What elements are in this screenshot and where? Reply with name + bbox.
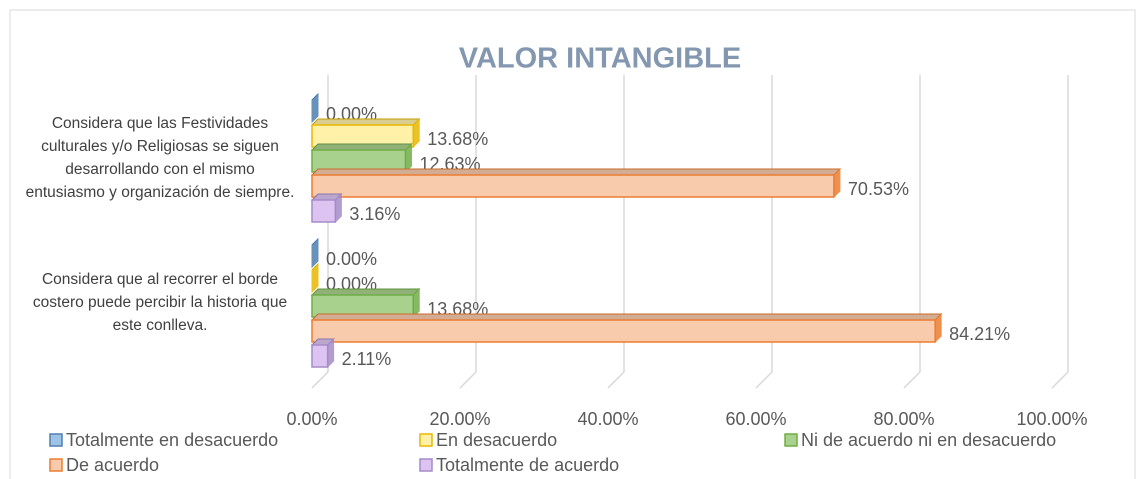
- chart-border: [9, 9, 1136, 479]
- grid-line: [903, 75, 921, 389]
- value-label: 3.16%: [349, 204, 400, 224]
- bar: [311, 319, 936, 343]
- x-tick-label: 80.00%: [873, 409, 934, 429]
- bar-side: [327, 337, 335, 369]
- legend-label: En desacuerdo: [436, 430, 557, 450]
- bar: [311, 344, 329, 368]
- bar-top: [310, 168, 842, 176]
- bar: [311, 174, 835, 198]
- x-tick-label: 100.00%: [1016, 409, 1087, 429]
- bar: [311, 199, 337, 223]
- x-tick-label: 60.00%: [725, 409, 786, 429]
- bar-side: [404, 142, 412, 174]
- bar-side: [311, 92, 319, 124]
- legend-swatch: [49, 433, 63, 447]
- value-label: 0.00%: [326, 249, 377, 269]
- value-label: 84.21%: [949, 324, 1010, 344]
- value-label: 13.68%: [427, 129, 488, 149]
- legend-swatch: [49, 458, 63, 472]
- legend-swatch: [419, 458, 433, 472]
- y-tick-label: Considera que al recorrer el borde coste…: [32, 271, 288, 334]
- bar-top: [310, 313, 943, 321]
- bar-side: [311, 262, 319, 294]
- legend-swatch: [419, 433, 433, 447]
- y-tick-label: Considera que las Festividades culturale…: [25, 114, 295, 201]
- grid-line: [1051, 75, 1069, 389]
- legend-label: Ni de acuerdo ni en desacuerdo: [801, 430, 1056, 450]
- bar-side: [334, 192, 342, 224]
- chart-title: VALOR INTANGIBLE: [459, 43, 741, 75]
- bar-side: [412, 117, 420, 149]
- x-tick-label: 0.00%: [286, 409, 337, 429]
- x-tick-label: 40.00%: [577, 409, 638, 429]
- legend-label: Totalmente de acuerdo: [436, 455, 619, 475]
- value-label: 70.53%: [848, 179, 909, 199]
- bar-top: [310, 118, 421, 126]
- bar-side: [934, 312, 942, 344]
- x-tick-label: 20.00%: [429, 409, 490, 429]
- bar-side: [833, 167, 841, 199]
- bar-top: [310, 143, 413, 151]
- bar-side: [311, 237, 319, 269]
- value-label: 2.11%: [342, 349, 392, 369]
- legend-label: Totalmente en desacuerdo: [66, 430, 278, 450]
- legend-swatch: [784, 433, 798, 447]
- bar-top: [310, 288, 421, 296]
- bar-side: [412, 287, 420, 319]
- legend-label: De acuerdo: [66, 455, 159, 475]
